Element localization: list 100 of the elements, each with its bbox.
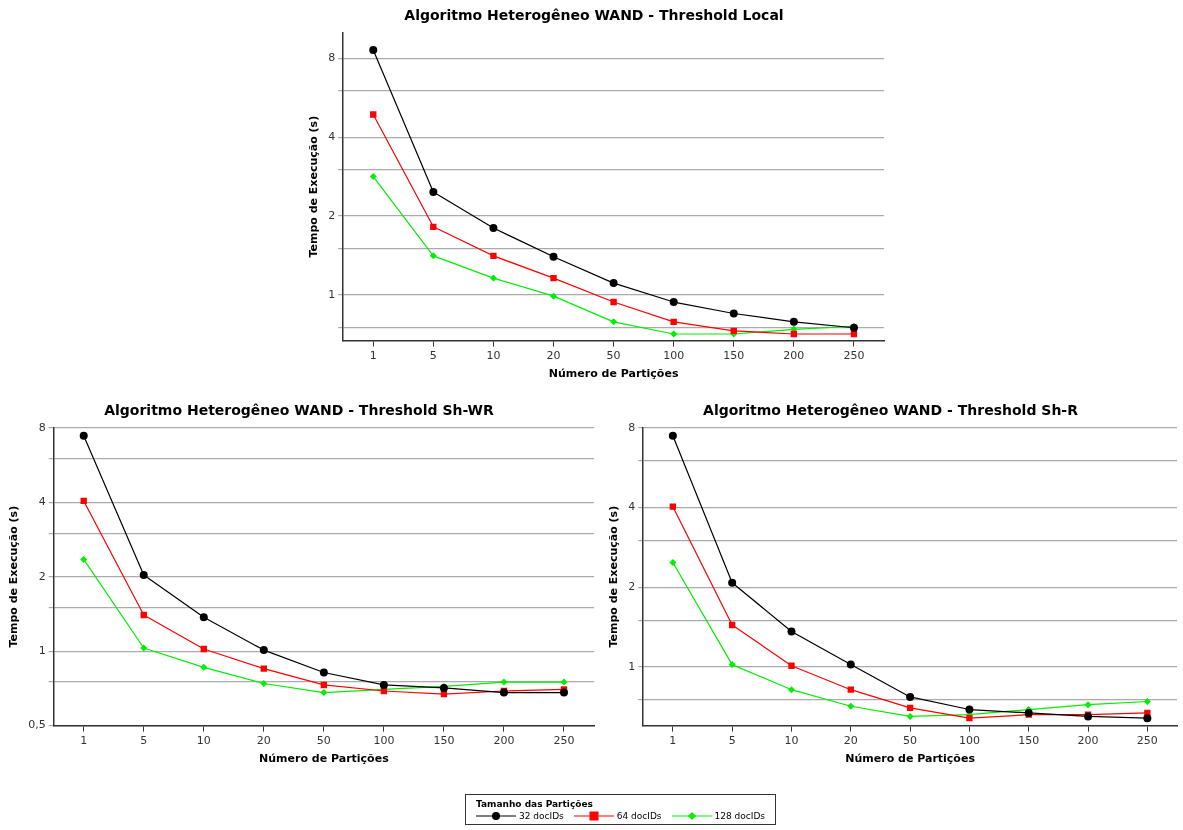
y-tick-label: 2 (38, 569, 46, 583)
chart-title: Algoritmo Heterogêneo WAND - Threshold Sh-WR (104, 402, 495, 419)
x-tick-label: 200 (1077, 734, 1099, 748)
point (668, 431, 677, 440)
y-tick-label: 8 (328, 51, 336, 65)
point (260, 679, 268, 687)
point (549, 252, 558, 261)
point (550, 292, 558, 300)
x-tick-label: 50 (903, 734, 918, 748)
point (140, 644, 148, 652)
point (847, 702, 855, 710)
x-axis-title: Número de Partições (259, 752, 390, 766)
point (610, 298, 617, 306)
point (259, 646, 268, 655)
point (320, 689, 328, 697)
point (490, 252, 497, 260)
point (609, 279, 618, 288)
point (429, 188, 438, 197)
x-tick-label: 250 (843, 349, 865, 363)
x-tick-label: 1 (80, 734, 88, 748)
x-tick-label: 20 (843, 734, 858, 748)
point (369, 45, 378, 54)
x-tick-label: 150 (1018, 734, 1040, 748)
y-axis-title: Tempo de Execução (s) (607, 505, 621, 648)
point (199, 613, 208, 622)
point (846, 660, 855, 669)
point (560, 678, 568, 686)
x-tick-label: 1 (369, 349, 377, 363)
point (319, 668, 328, 677)
x-tick-label: 20 (256, 734, 271, 748)
x-tick-label: 5 (728, 734, 736, 748)
x-tick-label: 10 (784, 734, 799, 748)
y-tick-label: 2 (328, 208, 336, 222)
x-tick-label: 1 (669, 734, 677, 748)
chart-title: Algoritmo Heterogêneo WAND - Threshold Sh-R (703, 402, 1079, 419)
point (430, 223, 437, 230)
point (79, 431, 88, 440)
point (728, 661, 736, 669)
point (379, 680, 388, 689)
y-tick-label: 8 (38, 420, 46, 434)
x-tick-label: 100 (958, 734, 980, 748)
y-axis-title: Tempo de Execução (s) (7, 505, 21, 648)
y-tick-label: 0,5 (28, 718, 46, 732)
y-tick-label: 4 (38, 495, 46, 509)
point (789, 317, 798, 326)
point (139, 571, 148, 580)
legend-label: 64 docIDs (616, 811, 662, 821)
x-tick-label: 100 (373, 734, 395, 748)
x-tick-label: 150 (723, 349, 745, 363)
legend-label: 32 docIDs (519, 811, 564, 821)
point (788, 662, 795, 669)
point (670, 330, 678, 338)
point (489, 224, 498, 233)
point (669, 298, 678, 307)
point (200, 663, 208, 671)
point (550, 274, 557, 282)
y-tick-label: 1 (328, 287, 336, 301)
x-tick-label: 250 (553, 734, 575, 748)
point (370, 111, 377, 118)
point (369, 173, 377, 181)
y-axis-title: Tempo de Execução (s) (307, 115, 321, 258)
point (1143, 714, 1152, 723)
y-tick-label: 8 (628, 420, 636, 434)
point (1084, 701, 1092, 709)
x-tick-label: 200 (783, 349, 805, 363)
y-tick-label: 2 (628, 580, 636, 594)
legend-title: Tamanho das Partições (476, 799, 594, 809)
chart-title: Algoritmo Heterogêneo WAND - Threshold Local (404, 7, 784, 24)
x-tick-label: 50 (316, 734, 331, 748)
y-tick-label: 1 (38, 644, 46, 658)
x-tick-label: 150 (433, 734, 455, 748)
legend-label: 128 docIDs (714, 811, 766, 821)
x-tick-label: 100 (663, 349, 685, 363)
point (559, 688, 568, 697)
y-tick-label: 4 (328, 130, 336, 143)
point (729, 309, 738, 318)
point (1143, 697, 1151, 705)
point (260, 665, 267, 672)
point (500, 678, 508, 686)
point (669, 558, 677, 566)
x-tick-label: 20 (546, 349, 561, 363)
point (80, 555, 88, 563)
point (429, 252, 437, 260)
point (966, 715, 973, 722)
x-tick-label: 5 (429, 349, 437, 363)
y-tick-label: 1 (628, 659, 636, 673)
point (728, 578, 737, 587)
y-tick-label: 4 (628, 500, 636, 514)
point (787, 686, 795, 694)
x-tick-label: 10 (486, 349, 501, 363)
point (787, 627, 796, 636)
x-axis-title: Número de Partições (548, 367, 679, 381)
x-tick-label: 10 (196, 734, 211, 748)
x-tick-label: 250 (1136, 734, 1158, 748)
point (906, 692, 915, 701)
point (610, 318, 618, 326)
point (669, 503, 677, 510)
point (965, 705, 974, 714)
point (489, 274, 497, 282)
x-axis-title: Número de Partições (845, 752, 976, 766)
